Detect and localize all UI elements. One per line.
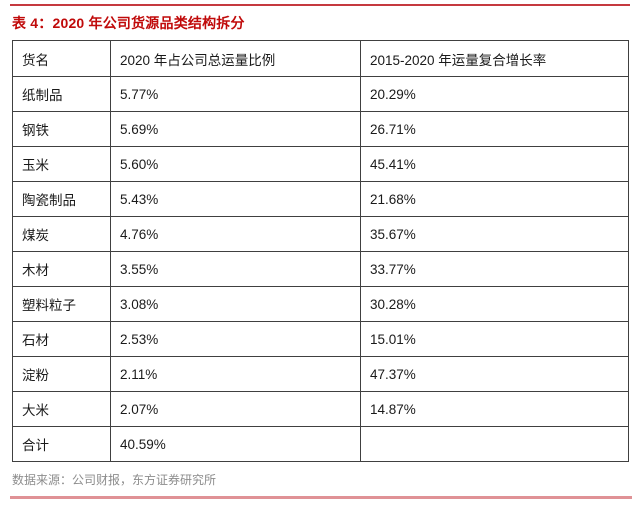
header-row: 货名 2020 年占公司总运量比例 2015-2020 年运量复合增长率	[12, 40, 629, 77]
value-cell: 40.59%	[110, 426, 361, 462]
value-cell	[360, 426, 629, 462]
value-cell: 21.68%	[360, 181, 629, 217]
cargo-name-cell: 塑料粒子	[12, 286, 111, 322]
table-row: 纸制品 5.77% 20.29%	[12, 76, 629, 112]
value-cell: 14.87%	[360, 391, 629, 427]
value-cell: 20.29%	[360, 76, 629, 112]
table-row: 大米 2.07% 14.87%	[12, 391, 629, 427]
table-row: 石材 2.53% 15.01%	[12, 321, 629, 357]
table-row: 煤炭 4.76% 35.67%	[12, 216, 629, 252]
value-cell: 2.53%	[110, 321, 361, 357]
bottom-divider-rule	[10, 496, 632, 499]
cargo-name-cell: 煤炭	[12, 216, 111, 252]
cargo-name-cell: 玉米	[12, 146, 111, 182]
value-cell: 3.08%	[110, 286, 361, 322]
header-2020-share: 2020 年占公司总运量比例	[110, 40, 361, 77]
cargo-name-cell: 石材	[12, 321, 111, 357]
header-cagr: 2015-2020 年运量复合增长率	[360, 40, 629, 77]
cargo-name-cell: 木材	[12, 251, 111, 287]
value-cell: 35.67%	[360, 216, 629, 252]
value-cell: 3.55%	[110, 251, 361, 287]
table-row: 合计 40.59%	[12, 426, 629, 462]
cargo-name-cell: 合计	[12, 426, 111, 462]
data-source-note: 数据来源：公司财报，东方证券研究所	[12, 473, 217, 487]
table-body: 纸制品 5.77% 20.29% 钢铁 5.69% 26.71% 玉米 5.60% 45.41%…	[12, 76, 629, 462]
table-row: 木材 3.55% 33.77%	[12, 251, 629, 287]
table-header: 货名 2020 年占公司总运量比例 2015-2020 年运量复合增长率	[12, 40, 629, 77]
cargo-name-cell: 淀粉	[12, 356, 111, 392]
table-row: 淀粉 2.11% 47.37%	[12, 356, 629, 392]
value-cell: 26.71%	[360, 111, 629, 147]
top-divider-rule	[10, 4, 630, 6]
cargo-name-cell: 纸制品	[12, 76, 111, 112]
table-row: 塑料粒子 3.08% 30.28%	[12, 286, 629, 322]
cargo-name-cell: 大米	[12, 391, 111, 427]
value-cell: 4.76%	[110, 216, 361, 252]
value-cell: 47.37%	[360, 356, 629, 392]
cargo-name-cell: 陶瓷制品	[12, 181, 111, 217]
value-cell: 5.43%	[110, 181, 361, 217]
header-cargo-name: 货名	[12, 40, 111, 77]
cargo-structure-table: 货名 2020 年占公司总运量比例 2015-2020 年运量复合增长率 纸制品…	[12, 40, 629, 462]
table-row: 玉米 5.60% 45.41%	[12, 146, 629, 182]
value-cell: 5.60%	[110, 146, 361, 182]
value-cell: 5.69%	[110, 111, 361, 147]
value-cell: 45.41%	[360, 146, 629, 182]
value-cell: 2.07%	[110, 391, 361, 427]
value-cell: 2.11%	[110, 356, 361, 392]
cargo-name-cell: 钢铁	[12, 111, 111, 147]
value-cell: 15.01%	[360, 321, 629, 357]
value-cell: 30.28%	[360, 286, 629, 322]
table-row: 钢铁 5.69% 26.71%	[12, 111, 629, 147]
value-cell: 5.77%	[110, 76, 361, 112]
value-cell: 33.77%	[360, 251, 629, 287]
table-title: 表 4：2020 年公司货源品类结构拆分	[12, 15, 245, 31]
table-row: 陶瓷制品 5.43% 21.68%	[12, 181, 629, 217]
